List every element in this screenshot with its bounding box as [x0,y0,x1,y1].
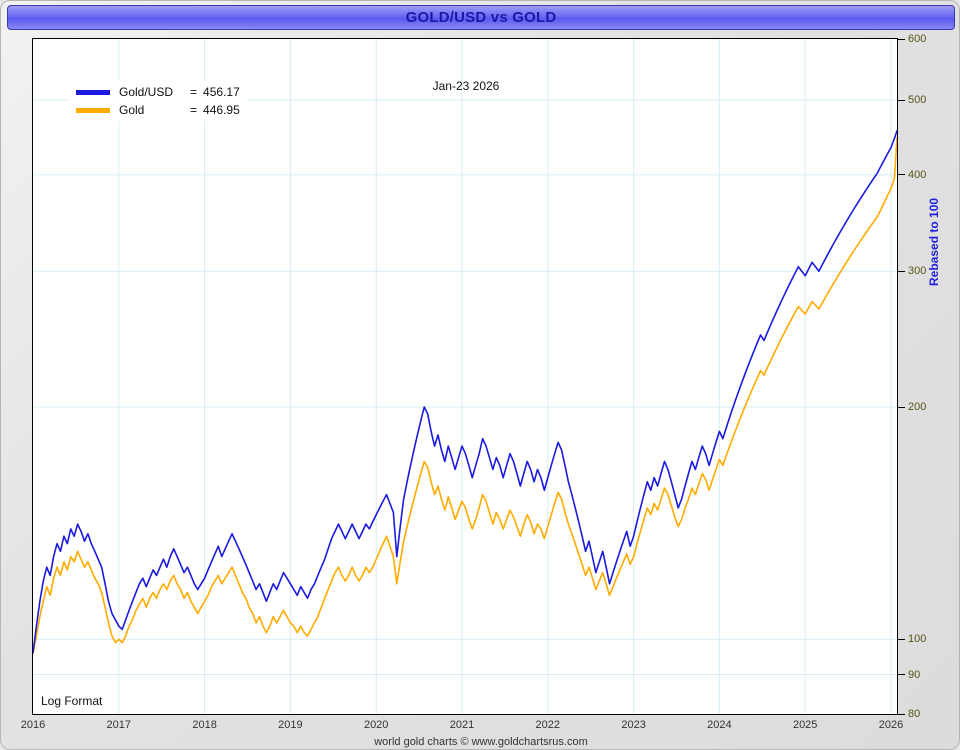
tick-mark [898,713,905,715]
y-axis-tick: 80 [898,708,920,720]
y-axis-title: Rebased to 100 [927,197,941,286]
footer-credit: world gold charts © www.goldchartsrus.co… [374,736,588,748]
x-axis-tick: 2024 [707,719,732,731]
y-axis-tick: 90 [898,669,920,681]
x-axis-tick: 2016 [20,719,46,731]
y-axis-tick: 300 [898,265,926,277]
y-axis-tick: 100 [898,633,926,645]
x-axis: 2016 2017 2018 2019 2020 2021 2022 2023 2024 2025… [21,717,903,737]
legend-label-gold-usd: Gold/USD [119,85,174,99]
x-axis-tick: 2023 [621,719,646,731]
tick-mark [898,674,905,676]
legend-label-gold: Gold [119,103,145,117]
tick-mark [898,99,905,101]
y-axis-tick: 400 [898,169,926,181]
tick-mark [898,406,905,408]
y-axis-tick: 200 [898,401,926,413]
tick-mark [898,38,905,40]
x-axis-tick: 2022 [535,719,561,731]
legend-value-gold: 446.95 [203,103,240,117]
chart-legend: Gold/USD = 456.17 Gold = 446.95 [69,81,247,121]
page-title: GOLD/USD vs GOLD [405,9,557,26]
log-format-annotation: Log Format [41,694,103,708]
tick-mark [898,174,905,176]
x-axis-tick: 2017 [106,719,132,731]
legend-value-gold-usd: 456.17 [203,85,240,99]
x-axis-tick: 2020 [363,719,389,731]
y-axis-tick: 500 [898,94,926,106]
legend-swatch-gold [73,101,113,119]
legend-swatch-gold-usd [73,83,113,101]
x-axis-tick: 2019 [278,719,303,731]
tick-mark [898,270,905,272]
legend-eq-gold-usd: = [190,85,198,99]
y-axis: 80 90 100 200 300 400 500 600 [898,33,958,720]
date-label: Jan-23 2026 [432,79,500,93]
window-title-bar: GOLD/USD vs GOLD [7,5,955,30]
x-axis-tick: 2018 [192,719,217,731]
legend-eq-gold: = [190,103,198,117]
chart-svg [33,39,897,714]
legend-row-gold-usd: Gold/USD = 456.17 [73,83,243,101]
tick-mark [898,638,905,640]
x-axis-tick: 2021 [449,719,475,731]
x-axis-tick: 2025 [792,719,818,731]
plot-area: Jan-23 2026 Gold/USD = 456.17 Gold = 446… [32,38,898,715]
y-axis-tick: 600 [898,33,926,45]
x-axis-tick: 2026 [878,719,904,731]
legend-row-gold: Gold = 446.95 [73,101,243,119]
